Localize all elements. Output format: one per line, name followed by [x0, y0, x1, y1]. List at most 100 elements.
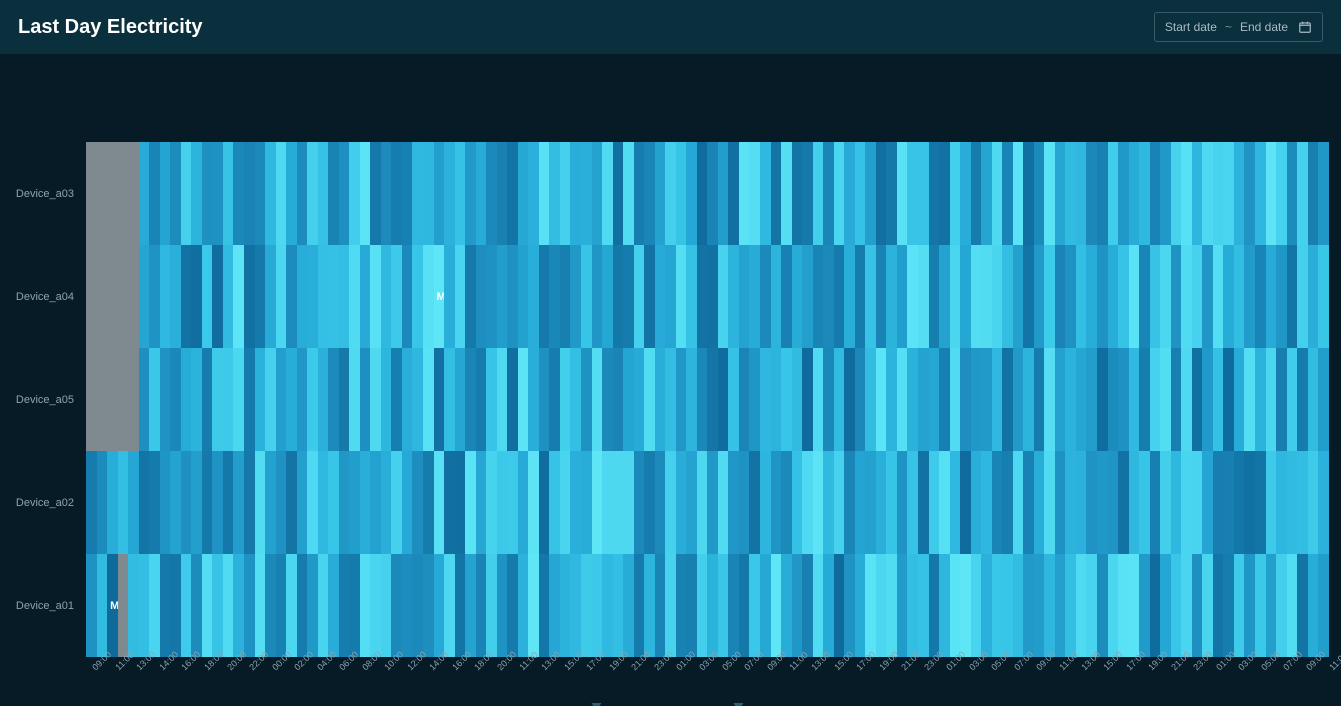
heatmap-cell[interactable] [328, 245, 339, 348]
heatmap-cell[interactable] [107, 348, 118, 451]
heatmap-cell[interactable] [1266, 554, 1277, 657]
heatmap-cell[interactable] [307, 451, 318, 554]
heatmap-cell[interactable] [971, 245, 982, 348]
heatmap-cell[interactable] [486, 348, 497, 451]
heatmap-cell[interactable] [623, 348, 634, 451]
heatmap-cell[interactable] [255, 245, 266, 348]
heatmap-cell[interactable] [1055, 348, 1066, 451]
heatmap-cell[interactable] [844, 245, 855, 348]
heatmap-cell[interactable] [718, 554, 729, 657]
heatmap-cell[interactable] [570, 245, 581, 348]
heatmap-cell[interactable] [139, 245, 150, 348]
heatmap-cell[interactable] [1013, 451, 1024, 554]
heatmap-cell[interactable] [728, 348, 739, 451]
heatmap-cell[interactable] [286, 451, 297, 554]
heatmap-cell[interactable] [634, 142, 645, 245]
heatmap-cell[interactable] [128, 451, 139, 554]
heatmap-cell[interactable] [1192, 245, 1203, 348]
heatmap-cell[interactable] [549, 451, 560, 554]
heatmap-cell[interactable] [223, 245, 234, 348]
heatmap-cell[interactable] [613, 348, 624, 451]
heatmap-cell[interactable] [465, 554, 476, 657]
heatmap-cell[interactable] [1223, 142, 1234, 245]
heatmap-cell[interactable] [1013, 142, 1024, 245]
heatmap-cell[interactable] [897, 245, 908, 348]
heatmap-cell[interactable] [476, 142, 487, 245]
heatmap-cell[interactable] [265, 245, 276, 348]
heatmap-cell[interactable] [1244, 245, 1255, 348]
heatmap-cell[interactable] [602, 142, 613, 245]
heatmap-cell[interactable] [528, 451, 539, 554]
heatmap-cell[interactable] [1139, 554, 1150, 657]
heatmap-cell[interactable] [634, 554, 645, 657]
heatmap-cell[interactable] [802, 245, 813, 348]
heatmap-cell[interactable] [1086, 554, 1097, 657]
heatmap-cell[interactable] [697, 554, 708, 657]
heatmap-cell[interactable] [265, 554, 276, 657]
heatmap-cell[interactable] [981, 142, 992, 245]
heatmap-cell[interactable] [170, 348, 181, 451]
heatmap-cell[interactable] [1266, 348, 1277, 451]
heatmap-cell[interactable] [455, 554, 466, 657]
heatmap-cell[interactable] [686, 554, 697, 657]
heatmap-cell[interactable] [360, 554, 371, 657]
heatmap-cell[interactable] [792, 245, 803, 348]
heatmap-cell[interactable] [1129, 554, 1140, 657]
heatmap-cell[interactable] [539, 451, 550, 554]
heatmap-cell[interactable] [918, 142, 929, 245]
heatmap-cell[interactable] [865, 348, 876, 451]
heatmap-cell[interactable] [549, 245, 560, 348]
heatmap-cell[interactable] [718, 245, 729, 348]
heatmap-cell[interactable] [992, 554, 1003, 657]
heatmap-cell[interactable] [118, 554, 129, 657]
heatmap-cell[interactable] [307, 142, 318, 245]
heatmap-cell[interactable] [771, 348, 782, 451]
heatmap-cell[interactable] [918, 245, 929, 348]
heatmap-cell[interactable] [444, 451, 455, 554]
heatmap-cell[interactable] [834, 142, 845, 245]
heatmap-cell[interactable] [581, 245, 592, 348]
heatmap-cell[interactable] [1244, 554, 1255, 657]
heatmap-cell[interactable] [370, 348, 381, 451]
heatmap-cell[interactable] [128, 348, 139, 451]
heatmap-cell[interactable] [402, 451, 413, 554]
heatmap-cell[interactable] [170, 451, 181, 554]
heatmap-cell[interactable] [876, 348, 887, 451]
heatmap-cell[interactable] [107, 245, 118, 348]
heatmap-cell[interactable] [1318, 554, 1329, 657]
heatmap-cell[interactable] [570, 348, 581, 451]
heatmap-cell[interactable] [581, 142, 592, 245]
heatmap-cell[interactable] [1276, 245, 1287, 348]
heatmap-cell[interactable] [728, 451, 739, 554]
heatmap-cell[interactable] [1055, 451, 1066, 554]
heatmap-cell[interactable] [971, 451, 982, 554]
heatmap-cell[interactable] [813, 245, 824, 348]
heatmap-cell[interactable] [560, 142, 571, 245]
heatmap-cell[interactable] [212, 348, 223, 451]
heatmap-cell[interactable] [181, 451, 192, 554]
heatmap-cell[interactable] [1139, 451, 1150, 554]
heatmap-cell[interactable] [950, 142, 961, 245]
heatmap-cell[interactable] [897, 451, 908, 554]
heatmap-cell[interactable] [476, 348, 487, 451]
heatmap-cell[interactable] [665, 554, 676, 657]
heatmap-cell[interactable] [86, 554, 97, 657]
heatmap-cell[interactable] [170, 554, 181, 657]
heatmap-cell[interactable] [1244, 142, 1255, 245]
heatmap-cell[interactable] [191, 142, 202, 245]
heatmap-cell[interactable] [202, 348, 213, 451]
heatmap-cell[interactable] [233, 451, 244, 554]
heatmap-cell[interactable] [1002, 245, 1013, 348]
heatmap-cell[interactable] [1234, 348, 1245, 451]
heatmap-cell[interactable] [707, 348, 718, 451]
heatmap-cell[interactable] [97, 451, 108, 554]
heatmap-cell[interactable] [781, 245, 792, 348]
heatmap-cell[interactable] [539, 348, 550, 451]
heatmap-cell[interactable] [939, 245, 950, 348]
heatmap-cell[interactable] [1150, 451, 1161, 554]
heatmap-cell[interactable] [876, 245, 887, 348]
heatmap-cell[interactable] [1181, 142, 1192, 245]
heatmap-cell[interactable] [1192, 348, 1203, 451]
heatmap-cell[interactable] [707, 142, 718, 245]
heatmap-cell[interactable] [792, 451, 803, 554]
